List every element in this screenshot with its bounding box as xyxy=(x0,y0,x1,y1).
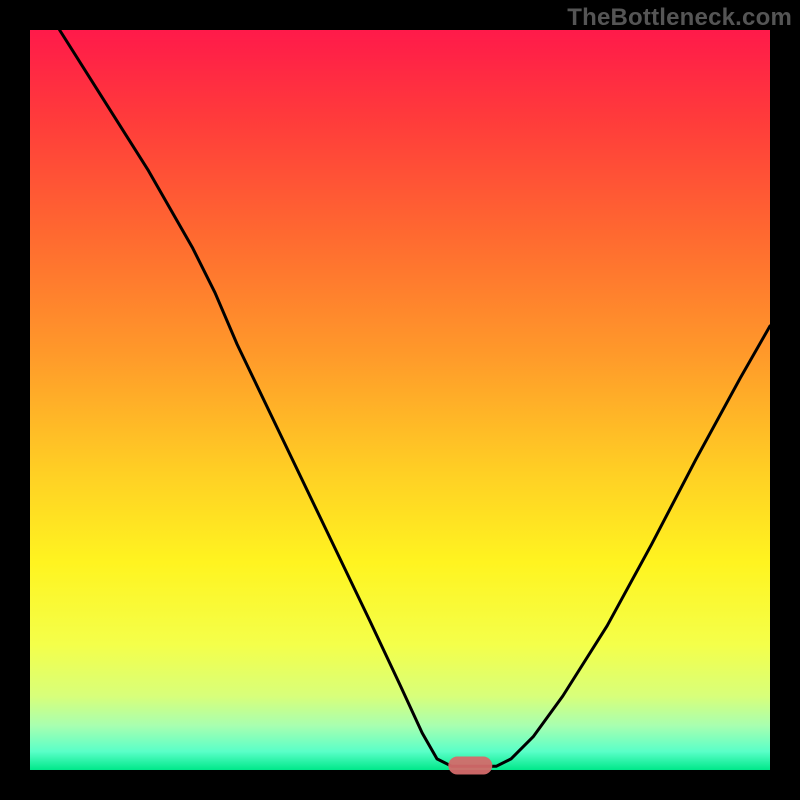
optimal-point-marker xyxy=(448,757,492,775)
chart-root: TheBottleneck.com xyxy=(0,0,800,800)
plot-background-gradient xyxy=(30,30,770,770)
watermark-text: TheBottleneck.com xyxy=(567,4,792,32)
bottleneck-chart xyxy=(0,0,800,800)
